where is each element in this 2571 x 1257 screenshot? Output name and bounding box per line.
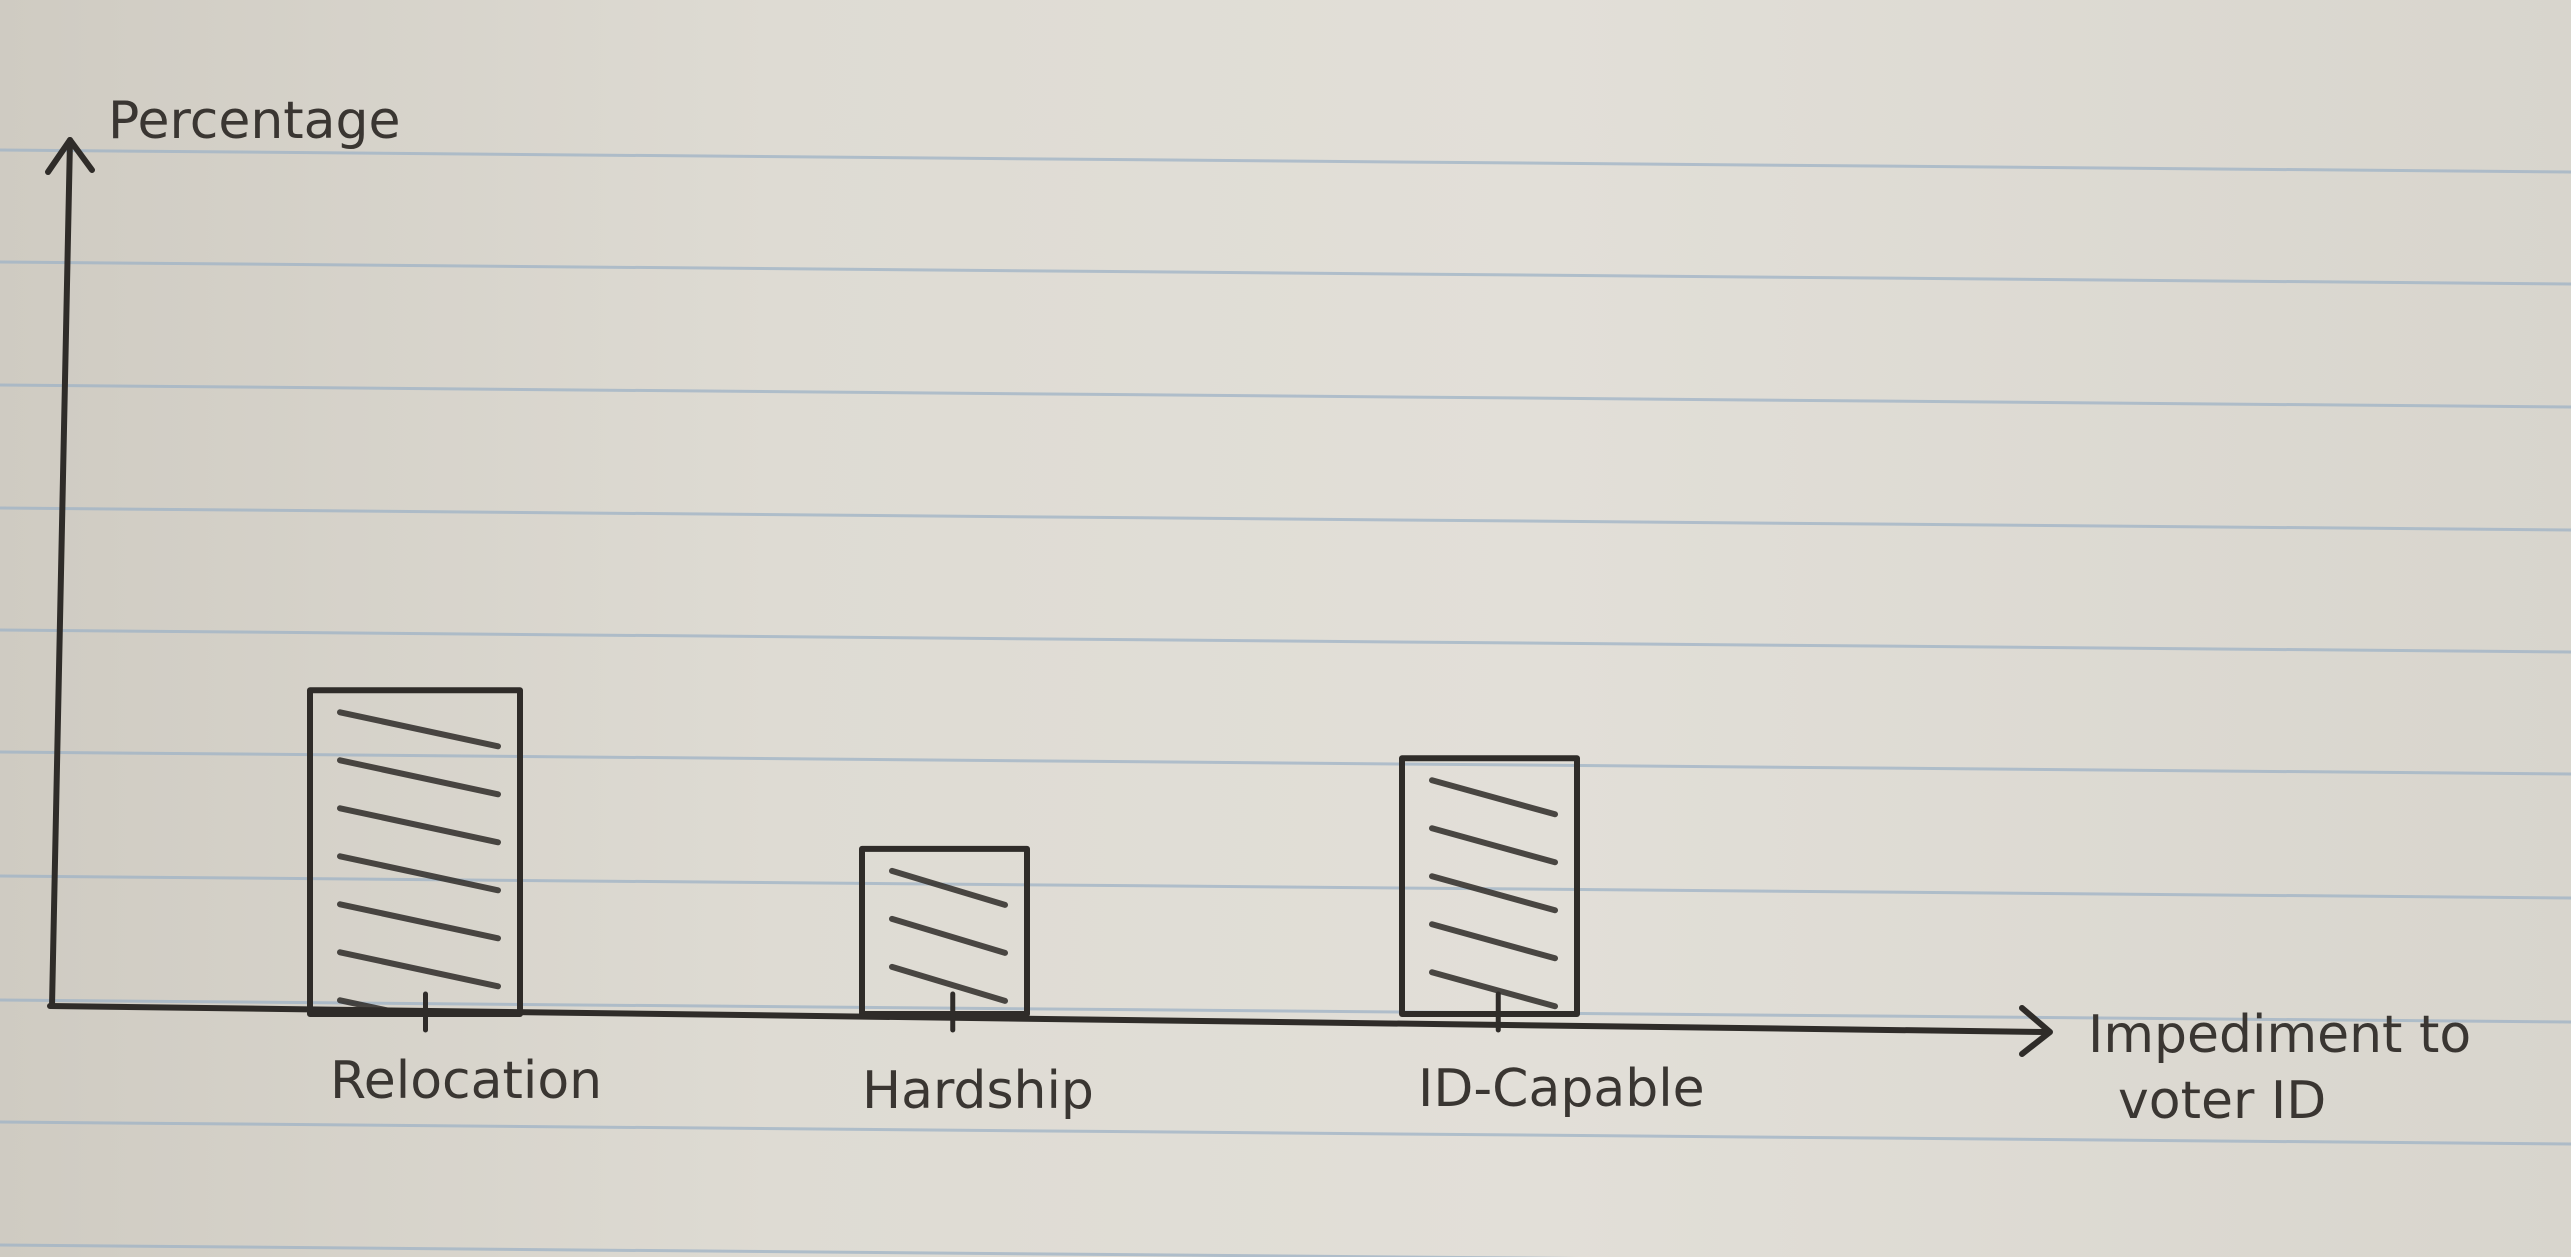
hatch-stroke [1429,873,1558,914]
ruled-line [0,383,2571,409]
bar-relocation [307,687,523,1018]
hatch-stroke [337,757,501,798]
x-tick-label-hardship: Hardship [862,1061,1094,1121]
hatch-stroke [337,853,501,894]
ruled-line [0,998,2571,1024]
x-axis-arrowhead [2019,1005,2053,1057]
ruled-line [0,750,2571,776]
hatch-stroke [889,867,1008,908]
hatch-stroke [337,901,501,942]
hatch-stroke [337,997,400,1011]
ruled-line [0,628,2571,654]
y-axis-line [49,137,73,1009]
bar-hatching-hardship [889,867,1008,1004]
hatch-stroke [1429,969,1558,1010]
bar-hatching-relocation [337,709,501,1011]
bars [307,687,1580,1018]
hatch-stroke [889,963,1008,1004]
ruled-line [0,1243,1578,1257]
hatch-stroke [337,805,501,846]
ruled-line [0,260,2571,286]
bar-group-hardship [859,845,1030,1018]
ruled-lines [0,148,2571,1257]
y-axis-label: Percentage [108,91,401,151]
x-axis-line [47,1003,2048,1035]
bar-id-capable [1399,755,1580,1017]
hatch-stroke [1429,825,1558,866]
x-axis-label-line-1: Impediment to [2088,1005,2471,1065]
hatch-stroke [889,915,1008,956]
hatch-stroke [1429,921,1558,962]
bar-hardship [859,845,1030,1018]
x-ticks [423,991,1501,1033]
hatch-stroke [337,949,501,990]
y-axis-arrowhead [45,137,95,175]
ruled-line [0,148,2571,174]
hatch-stroke [1429,777,1558,818]
ruled-line [0,506,2571,532]
x-tick-label-id-capable: ID-Capable [1418,1059,1705,1119]
x-axis-label-line-2: voter ID [2118,1071,2326,1131]
bar-group-id-capable [1399,755,1580,1017]
ruled-line [0,874,2571,900]
bar-group-relocation [307,687,523,1018]
bar-hatching-id-capable [1429,777,1558,1010]
ruled-line [0,1120,2571,1146]
axes [45,137,2053,1057]
x-tick-label-relocation: Relocation [330,1051,602,1111]
hatch-stroke [337,709,501,750]
